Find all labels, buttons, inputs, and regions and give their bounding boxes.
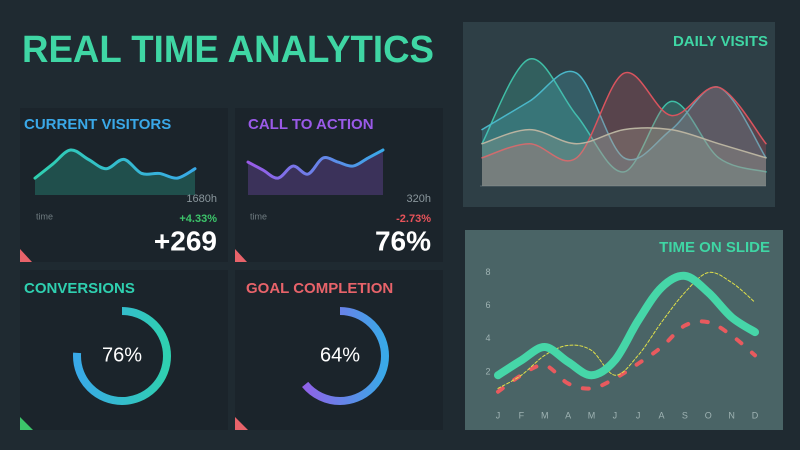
area	[35, 149, 195, 195]
axis-label: time	[250, 211, 267, 221]
gauge-label: 76%	[102, 344, 142, 366]
line	[481, 71, 767, 162]
x-tick-label: F	[519, 410, 525, 420]
line	[497, 271, 756, 389]
card	[20, 108, 228, 262]
x-tick-label: A	[565, 410, 571, 420]
area	[482, 58, 766, 186]
gauge-arc	[291, 307, 389, 405]
line	[33, 148, 197, 180]
panel-title: TIME ON SLIDE	[659, 239, 770, 256]
panel-title: DAILY VISITS	[673, 33, 768, 50]
x-tick-label: A	[659, 410, 665, 420]
stat: 1680h	[186, 193, 217, 205]
corner	[235, 249, 247, 262]
corner	[20, 417, 33, 430]
x-tick-label: J	[496, 410, 501, 420]
axis-label: time	[36, 211, 53, 221]
stat: 320h	[407, 193, 431, 205]
y-tick-label: 8	[485, 267, 490, 277]
gauge-label: 64%	[320, 344, 360, 366]
x-tick-label: S	[682, 410, 688, 420]
x-tick-label: J	[613, 410, 618, 420]
x-tick-label: M	[541, 410, 549, 420]
area	[482, 71, 766, 186]
corner	[20, 249, 32, 262]
line	[246, 148, 385, 180]
card-title: GOAL COMPLETION	[246, 280, 393, 297]
big-value: +269	[154, 225, 217, 256]
page-title: REAL TIME ANALYTICS	[22, 29, 434, 71]
card-title: CONVERSIONS	[24, 280, 135, 297]
x-tick-label: M	[588, 410, 596, 420]
panel	[465, 230, 783, 430]
big-value: 76%	[375, 225, 431, 256]
line	[481, 127, 767, 159]
gauge-arc	[73, 307, 171, 405]
card	[235, 108, 443, 262]
line	[481, 58, 767, 173]
card-title: CURRENT VISITORS	[24, 116, 171, 133]
y-tick-label: 2	[485, 366, 490, 376]
line	[494, 271, 759, 380]
panel	[463, 22, 775, 207]
x-tick-label: O	[705, 410, 712, 420]
y-tick-label: 6	[485, 300, 490, 310]
change: -2.73%	[396, 213, 431, 225]
x-tick-label: J	[636, 410, 641, 420]
corner	[235, 417, 248, 430]
line	[496, 319, 757, 394]
x-tick-label: N	[728, 410, 735, 420]
area	[248, 150, 383, 195]
x-tick-label: D	[752, 410, 759, 420]
area	[482, 127, 766, 186]
change: +4.33%	[179, 213, 217, 225]
card-title: CALL TO ACTION	[248, 116, 374, 133]
y-tick-label: 4	[485, 333, 490, 343]
